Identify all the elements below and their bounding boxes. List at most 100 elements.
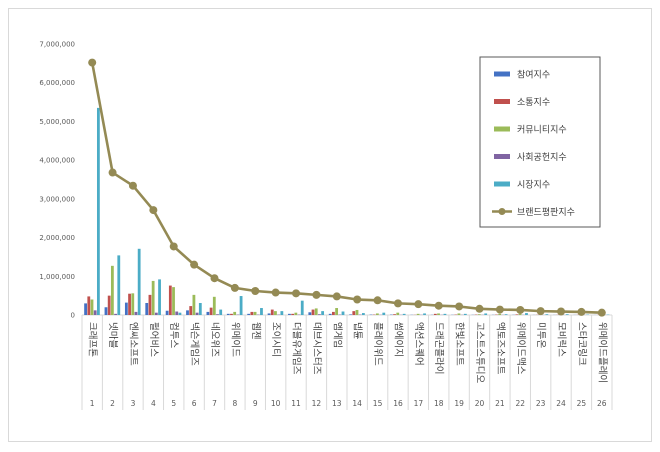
bar-커뮤니티지수-9: [253, 311, 257, 315]
category-index-label: 5: [171, 399, 176, 408]
bar-참여지수-10: [267, 313, 271, 315]
category-index-label: 25: [577, 399, 587, 408]
point-브랜드평판지수-19: [455, 302, 464, 311]
bar-사회공헌지수-6: [195, 312, 199, 315]
bar-참여지수-1: [84, 303, 87, 315]
bar-소통지수-5: [168, 285, 172, 315]
legend-label-커뮤니티지수: 커뮤니티지수: [517, 125, 567, 136]
y-tick-label: 6,000,000: [39, 79, 75, 87]
y-tick-label: 7,000,000: [39, 41, 75, 49]
point-브랜드평판지수-20: [475, 304, 484, 313]
category-label: 엠게임: [331, 322, 343, 348]
y-tick-label: 4,000,000: [39, 157, 75, 165]
point-브랜드평판지수-6: [190, 260, 199, 269]
bar-소통지수-8: [230, 313, 233, 315]
category-label: 모비릭스: [556, 322, 568, 357]
category-label: 넵튠: [352, 322, 363, 340]
legend-swatch-커뮤니티지수: [494, 126, 510, 132]
category-label: 위메이드플레이: [596, 322, 608, 383]
bar-참여지수-2: [104, 307, 108, 315]
category-index-label: 13: [332, 399, 342, 408]
y-tick-label: 1,000,000: [39, 273, 75, 281]
bar-커뮤니티지수-12: [314, 308, 318, 315]
point-브랜드평판지수-23: [536, 307, 545, 316]
category-index-label: 21: [495, 399, 505, 408]
bar-커뮤니티지수-21: [498, 313, 502, 315]
category-index-label: 26: [597, 399, 607, 408]
bar-소통지수-1: [87, 296, 91, 315]
point-브랜드평판지수-13: [332, 292, 341, 301]
category-label: 더블유게임즈: [291, 322, 303, 375]
y-tick-label: 5,000,000: [39, 118, 75, 126]
category-label: 크래프톤: [87, 322, 98, 357]
bar-참여지수-11: [288, 313, 291, 315]
bar-커뮤니티지수-20: [477, 314, 481, 315]
bar-시장지수-1: [96, 107, 100, 315]
bar-시장지수-21: [504, 314, 508, 315]
category-index-label: 20: [475, 399, 485, 408]
point-브랜드평판지수-18: [434, 301, 443, 310]
bar-시장지수-11: [300, 300, 304, 315]
point-브랜드평판지수-11: [292, 289, 301, 298]
bar-커뮤니티지수-2: [110, 265, 114, 315]
category-index-label: 6: [192, 399, 197, 408]
point-브랜드평판지수-25: [577, 307, 586, 316]
legend-label-시장지수: 시장지수: [517, 180, 550, 191]
bar-소통지수-13: [332, 311, 335, 315]
category-label: 웹젠: [250, 322, 261, 339]
bar-시장지수-7: [219, 309, 223, 315]
bar-사회공헌지수-4: [154, 312, 158, 315]
bar-시장지수-18: [443, 313, 447, 315]
bar-참여지수-4: [145, 302, 149, 315]
legend-swatch-사회공헌지수: [494, 154, 510, 159]
category-index-label: 17: [414, 399, 424, 408]
bar-참여지수-12: [308, 312, 312, 315]
legend-label-사회공헌지수: 사회공헌지수: [517, 152, 567, 163]
category-label: 위메이드: [229, 322, 241, 357]
category-label: 네오위즈: [209, 322, 221, 357]
category-label: 위메이드맥스: [515, 322, 527, 375]
bar-소통지수-14: [352, 311, 356, 315]
bar-소통지수-18: [433, 313, 437, 315]
bar-커뮤니티지수-13: [335, 308, 339, 315]
bar-시장지수-5: [178, 312, 182, 315]
legend-label-브랜드평판지수: 브랜드평판지수: [517, 207, 575, 218]
category-label: 드래곤플라이: [433, 322, 444, 374]
category-label: 한빛소프트: [454, 322, 465, 366]
category-index-label: 1: [90, 399, 95, 408]
point-브랜드평판지수-15: [373, 296, 382, 305]
bar-시장지수-3: [137, 248, 141, 315]
point-브랜드평판지수-9: [251, 286, 260, 295]
point-브랜드평판지수-10: [271, 288, 280, 297]
bar-커뮤니티지수-22: [518, 313, 522, 315]
category-index-label: 19: [454, 399, 464, 408]
bar-시장지수-9: [260, 308, 263, 315]
bar-커뮤니티지수-8: [233, 311, 237, 315]
bar-사회공헌지수-5: [175, 311, 179, 315]
bar-참여지수-13: [328, 313, 332, 315]
point-브랜드평판지수-26: [597, 308, 606, 317]
category-index-label: 9: [253, 399, 258, 408]
bar-시장지수-22: [525, 313, 528, 315]
point-브랜드평판지수-24: [557, 307, 566, 316]
bar-사회공헌지수-3: [134, 311, 138, 315]
point-브랜드평판지수-17: [414, 300, 423, 309]
bar-소통지수-16: [393, 314, 396, 315]
bar-커뮤니티지수-11: [294, 312, 298, 315]
bar-시장지수-8: [239, 296, 243, 315]
point-브랜드평판지수-1: [88, 58, 97, 67]
bar-소통지수-11: [291, 313, 295, 315]
legend-box: [479, 56, 601, 228]
category-index-label: 14: [352, 399, 362, 408]
bar-소통지수-3: [128, 293, 131, 315]
bar-참여지수-8: [226, 313, 230, 315]
category-index-label: 16: [393, 399, 403, 408]
category-label: 플레이위드: [372, 322, 384, 366]
category-index-label: 22: [515, 399, 525, 408]
bar-소통지수-12: [311, 309, 315, 315]
legend-marker-브랜드평판지수: [498, 208, 506, 215]
bar-사회공헌지수-12: [318, 314, 321, 315]
category-label: 미투온: [535, 322, 546, 348]
point-브랜드평판지수-4: [149, 206, 158, 215]
